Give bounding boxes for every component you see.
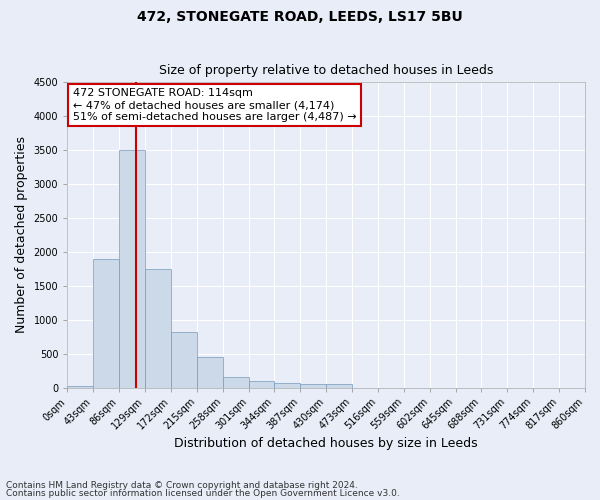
Bar (67, 386, 93, 388)
Y-axis label: Number of detached properties: Number of detached properties (15, 136, 28, 334)
Bar (274, 383, 300, 388)
Bar (145, 269, 171, 388)
Bar (119, 150, 145, 388)
Bar (197, 357, 223, 388)
Bar (171, 332, 197, 388)
Bar (93, 258, 119, 388)
Bar (300, 384, 326, 388)
Text: 472, STONEGATE ROAD, LEEDS, LS17 5BU: 472, STONEGATE ROAD, LEEDS, LS17 5BU (137, 10, 463, 24)
Bar (326, 384, 352, 388)
Title: Size of property relative to detached houses in Leeds: Size of property relative to detached ho… (159, 64, 493, 77)
Text: Contains public sector information licensed under the Open Government Licence v3: Contains public sector information licen… (6, 488, 400, 498)
Bar (248, 382, 274, 388)
X-axis label: Distribution of detached houses by size in Leeds: Distribution of detached houses by size … (175, 437, 478, 450)
Text: 472 STONEGATE ROAD: 114sqm
← 47% of detached houses are smaller (4,174)
51% of s: 472 STONEGATE ROAD: 114sqm ← 47% of deta… (73, 88, 356, 122)
Text: Contains HM Land Registry data © Crown copyright and database right 2024.: Contains HM Land Registry data © Crown c… (6, 481, 358, 490)
Bar (223, 376, 248, 388)
